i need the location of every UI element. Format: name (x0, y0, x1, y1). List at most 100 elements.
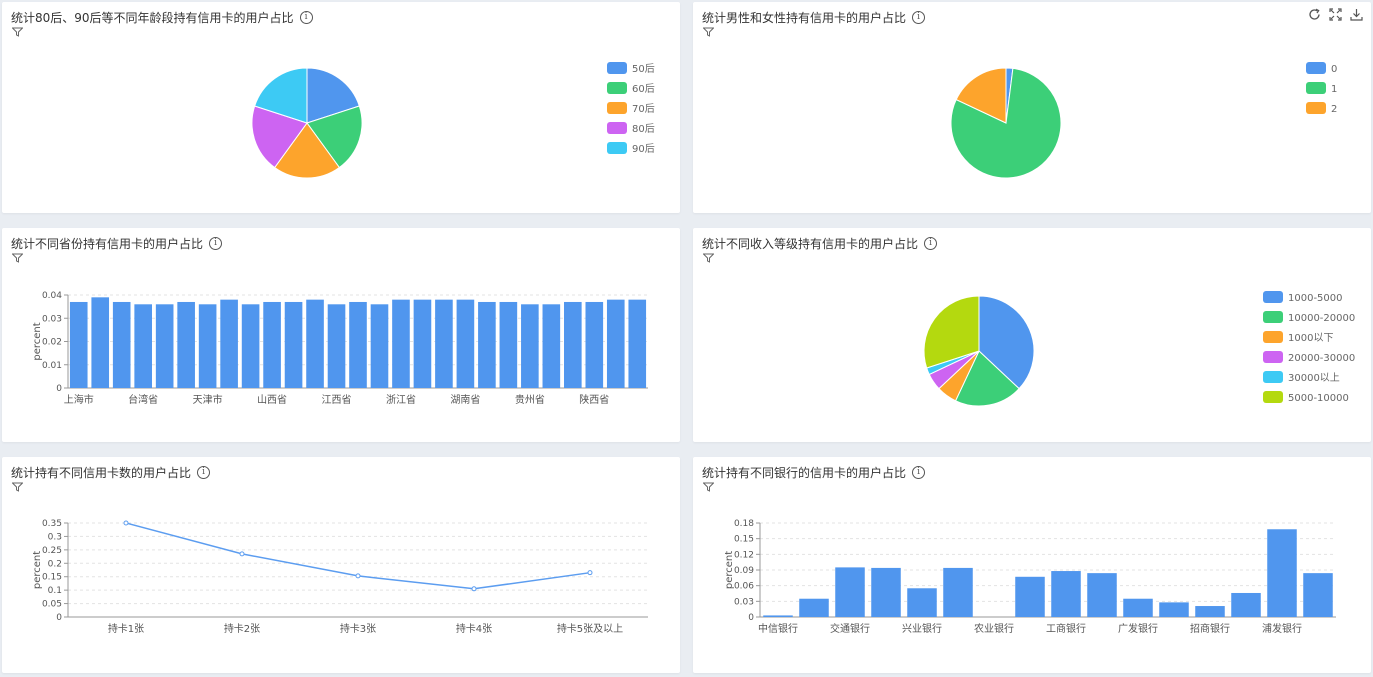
bar[interactable] (435, 299, 453, 388)
bar[interactable] (871, 567, 901, 617)
bar[interactable] (1303, 573, 1333, 617)
info-icon[interactable]: i (912, 466, 926, 479)
bar[interactable] (155, 304, 174, 388)
bar[interactable] (370, 304, 389, 388)
bar[interactable] (943, 567, 973, 617)
legend-label[interactable]: 0 (1331, 64, 1337, 75)
fullscreen-icon[interactable] (1329, 8, 1342, 21)
data-point[interactable] (471, 586, 477, 592)
info-icon[interactable]: i (299, 11, 313, 24)
filter-icon[interactable] (12, 482, 23, 492)
legend-swatch[interactable] (1263, 351, 1283, 363)
info-icon[interactable]: i (924, 237, 938, 250)
filter-icon[interactable] (703, 482, 714, 492)
legend-swatch[interactable] (1263, 391, 1283, 403)
bar[interactable] (606, 299, 625, 388)
bar[interactable] (349, 301, 367, 388)
legend-swatch[interactable] (1306, 62, 1326, 74)
data-point[interactable] (123, 520, 129, 526)
pie-slice[interactable] (955, 67, 1007, 124)
bar[interactable] (392, 299, 410, 388)
bar[interactable] (907, 588, 937, 617)
legend-swatch[interactable] (607, 122, 627, 134)
filter-icon[interactable] (703, 27, 714, 37)
pie-slice[interactable] (251, 105, 308, 169)
bar[interactable] (499, 301, 518, 388)
legend-swatch[interactable] (1306, 102, 1326, 114)
info-icon[interactable]: i (209, 237, 223, 250)
bar[interactable] (112, 301, 131, 388)
bar[interactable] (1015, 576, 1045, 617)
bar[interactable] (177, 301, 195, 388)
legend-label[interactable]: 20000-30000 (1288, 353, 1355, 364)
bar[interactable] (327, 304, 346, 388)
filter-icon[interactable] (12, 27, 23, 37)
info-icon[interactable]: i (912, 11, 926, 24)
legend-swatch[interactable] (1306, 82, 1326, 94)
pie-slice[interactable] (273, 122, 341, 179)
legend-swatch[interactable] (1263, 311, 1283, 323)
bar[interactable] (91, 297, 110, 388)
bar[interactable] (1159, 602, 1189, 617)
legend-swatch[interactable] (607, 62, 627, 74)
legend-swatch[interactable] (607, 82, 627, 94)
bar[interactable] (521, 304, 539, 388)
legend-label[interactable]: 1000以下 (1288, 333, 1333, 344)
legend-label[interactable]: 10000-20000 (1288, 313, 1355, 324)
bar[interactable] (263, 301, 281, 388)
refresh-icon[interactable] (1308, 8, 1321, 21)
legend-swatch[interactable] (1263, 331, 1283, 343)
bar[interactable] (542, 304, 561, 388)
download-icon[interactable] (1350, 8, 1363, 21)
bar[interactable] (628, 299, 647, 388)
bar[interactable] (478, 301, 496, 388)
legend-swatch[interactable] (607, 142, 627, 154)
legend-swatch[interactable] (1263, 371, 1283, 383)
bar[interactable] (1267, 529, 1297, 617)
bar[interactable] (1123, 598, 1153, 617)
bar[interactable] (413, 299, 432, 388)
legend-label[interactable]: 1000-5000 (1288, 293, 1343, 304)
data-point[interactable] (587, 570, 593, 576)
bar[interactable] (1087, 573, 1117, 617)
bar[interactable] (69, 301, 88, 388)
bar[interactable] (585, 301, 604, 388)
pie-slice[interactable] (923, 295, 980, 369)
legend-label[interactable]: 60后 (632, 83, 655, 95)
bar[interactable] (835, 567, 865, 617)
legend-label[interactable]: 90后 (632, 143, 655, 155)
bar[interactable] (241, 304, 260, 388)
legend-label[interactable]: 2 (1331, 104, 1337, 115)
bar[interactable] (1231, 592, 1261, 617)
bar[interactable] (564, 301, 582, 388)
pie-slice[interactable] (306, 105, 363, 169)
legend-swatch[interactable] (607, 102, 627, 114)
pie-slice[interactable] (306, 67, 360, 124)
legend-swatch[interactable] (1263, 291, 1283, 303)
filter-icon[interactable] (12, 253, 23, 263)
bar[interactable] (306, 299, 324, 388)
legend-label[interactable]: 1 (1331, 84, 1337, 95)
series-line[interactable] (125, 522, 591, 590)
info-icon[interactable]: i (197, 466, 211, 479)
bar[interactable] (799, 598, 829, 617)
data-point[interactable] (239, 551, 245, 557)
bar[interactable] (220, 299, 238, 388)
bar[interactable] (456, 299, 475, 388)
legend-label[interactable]: 30000以上 (1288, 372, 1340, 384)
pie-slice[interactable] (954, 350, 1020, 407)
legend-label[interactable]: 80后 (632, 123, 655, 135)
pie-slice[interactable] (978, 295, 1035, 390)
legend-label[interactable]: 5000-10000 (1288, 393, 1349, 404)
bar[interactable] (1051, 571, 1081, 617)
bar[interactable] (284, 301, 303, 388)
bar[interactable] (198, 304, 217, 388)
bar[interactable] (763, 615, 793, 617)
filter-icon[interactable] (703, 253, 714, 263)
pie-slice[interactable] (254, 67, 308, 124)
legend-label[interactable]: 70后 (632, 103, 655, 115)
legend-label[interactable]: 50后 (632, 63, 655, 75)
bar[interactable] (134, 304, 152, 388)
bar[interactable] (1195, 606, 1225, 617)
data-point[interactable] (355, 573, 361, 579)
